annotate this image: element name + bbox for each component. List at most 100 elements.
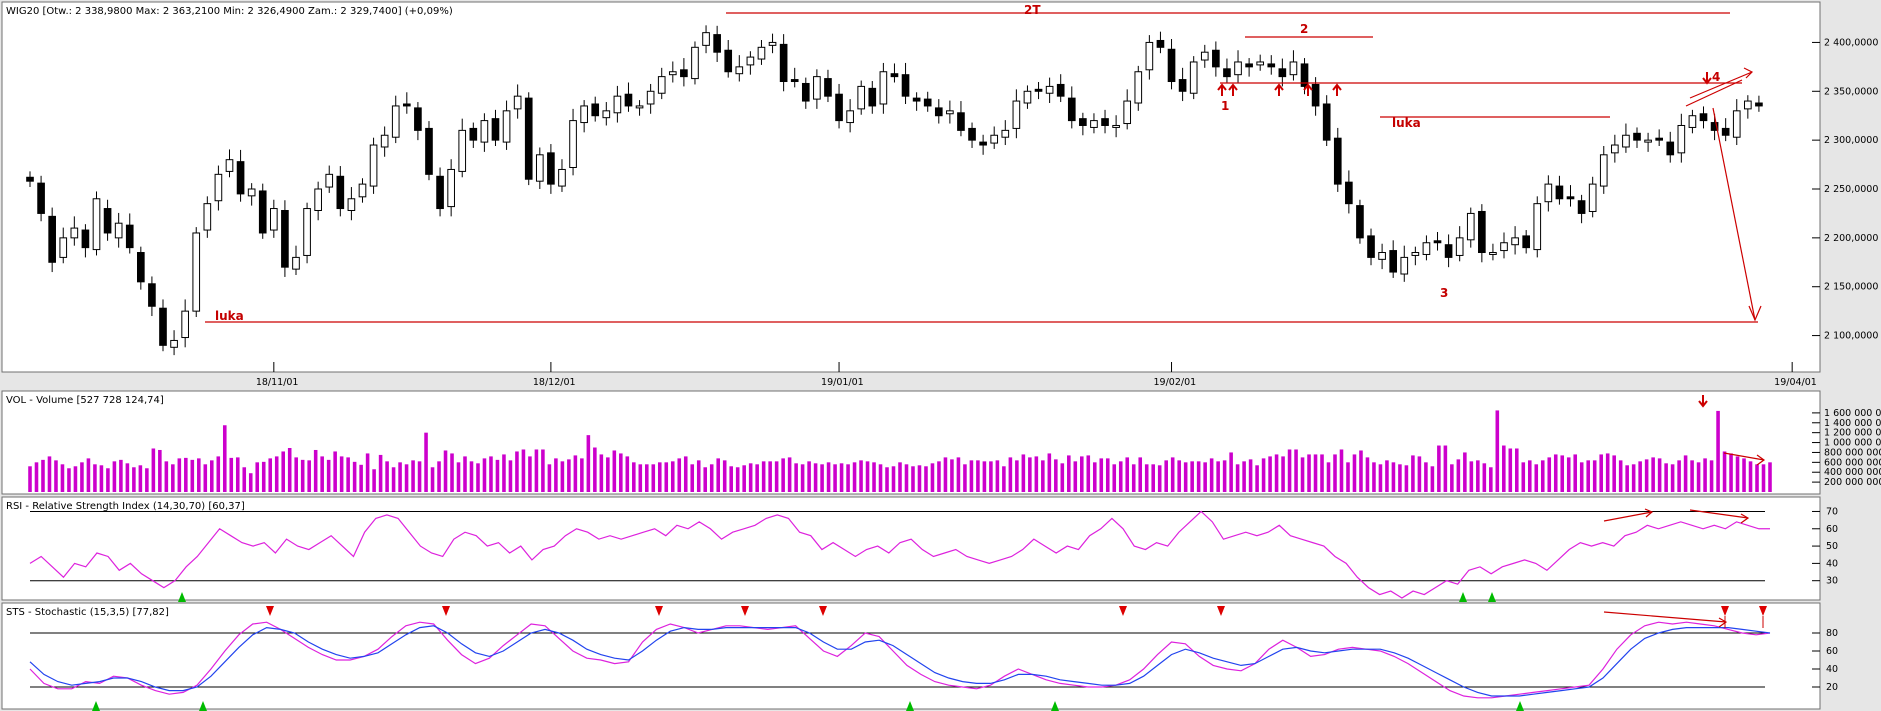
volume-bar bbox=[326, 459, 331, 492]
candle-body bbox=[757, 46, 766, 60]
volume-bar bbox=[417, 461, 422, 492]
volume-bar bbox=[1657, 458, 1662, 492]
candle-body bbox=[269, 208, 278, 231]
candle-body bbox=[1012, 100, 1021, 129]
volume-bar bbox=[1294, 449, 1298, 492]
volume-bar bbox=[248, 473, 253, 492]
volume-bar bbox=[1365, 457, 1370, 492]
target-arrow-head bbox=[1748, 305, 1762, 322]
volume-bar bbox=[800, 464, 805, 492]
volume-bar bbox=[1573, 454, 1578, 492]
volume-panel-title: VOL - Volume [527 728 124,74] bbox=[6, 395, 164, 406]
volume-bar bbox=[112, 461, 117, 492]
candle-body bbox=[1123, 100, 1132, 125]
candle-body bbox=[402, 103, 411, 107]
volume-bar bbox=[67, 468, 71, 492]
volume-bar bbox=[1326, 462, 1331, 492]
volume-bar bbox=[709, 464, 714, 492]
price-xtick-label: 19/01/01 bbox=[821, 377, 864, 388]
volume-bar bbox=[1579, 462, 1584, 492]
volume-bar bbox=[437, 461, 441, 492]
volume-bar bbox=[1722, 451, 1727, 492]
volume-bar bbox=[1144, 464, 1149, 492]
trend-line-4 bbox=[1685, 79, 1743, 107]
stochastic-ytick-label: 80 bbox=[1826, 628, 1838, 639]
volume-bar bbox=[1618, 460, 1623, 492]
down-arrow-icon bbox=[1702, 72, 1712, 85]
candle-body bbox=[624, 93, 633, 107]
volume-bar bbox=[1054, 459, 1058, 492]
candle-body bbox=[1023, 90, 1032, 104]
volume-bar bbox=[1015, 460, 1019, 492]
sell-signal-icon bbox=[266, 606, 274, 616]
volume-bar bbox=[547, 464, 552, 492]
candle-body bbox=[114, 222, 123, 239]
candle-body bbox=[1489, 252, 1497, 255]
volume-bar bbox=[1177, 460, 1181, 492]
volume-bar bbox=[1437, 445, 1441, 492]
volume-bar bbox=[1703, 458, 1707, 492]
candle-body bbox=[1189, 61, 1198, 94]
buy-signal-icon bbox=[1051, 701, 1059, 711]
volume-bar bbox=[229, 457, 234, 492]
volume-bar bbox=[664, 462, 669, 492]
candle-body bbox=[735, 66, 744, 75]
volume-bar bbox=[1683, 455, 1688, 492]
price-xtick-label: 18/12/01 bbox=[533, 377, 576, 388]
volume-bar bbox=[683, 456, 688, 492]
annotation-1: 1 bbox=[1221, 99, 1229, 113]
support-arrow-icon bbox=[1274, 83, 1284, 96]
candle-body bbox=[1178, 79, 1187, 92]
candle-body bbox=[1300, 63, 1309, 87]
volume-bar bbox=[1028, 457, 1032, 492]
volume-bar bbox=[365, 453, 370, 492]
volume-bar bbox=[1086, 455, 1091, 492]
volume-bar bbox=[1748, 461, 1753, 492]
volume-bar bbox=[1300, 457, 1305, 492]
candle-body bbox=[1478, 210, 1486, 254]
volume-bar bbox=[645, 464, 649, 492]
rsi-panel: RSI - Relative Strength Index (14,30,70)… bbox=[1, 496, 1838, 602]
candle-body bbox=[1367, 235, 1375, 258]
rsi-ytick-label: 60 bbox=[1826, 524, 1838, 535]
candle-body bbox=[668, 71, 677, 76]
volume-bar bbox=[359, 464, 363, 492]
volume-bar bbox=[197, 458, 201, 492]
volume-bar bbox=[813, 463, 818, 492]
volume-bar bbox=[696, 460, 701, 492]
volume-bar bbox=[1092, 462, 1097, 492]
candle-body bbox=[70, 227, 79, 239]
volume-bar bbox=[1138, 457, 1143, 492]
volume-bar bbox=[60, 464, 65, 492]
support-arrow-icon bbox=[1228, 83, 1238, 96]
candle-body bbox=[968, 127, 976, 141]
volume-bar bbox=[398, 462, 402, 492]
volume-bar bbox=[917, 465, 922, 492]
candle-body bbox=[469, 127, 478, 141]
volume-bar bbox=[1034, 456, 1039, 492]
annotation-2t: 2T bbox=[1024, 3, 1041, 17]
candle-body bbox=[1090, 120, 1098, 128]
volume-bar bbox=[482, 458, 487, 492]
candle-body bbox=[779, 43, 788, 83]
candle-body bbox=[314, 188, 322, 211]
candle-body bbox=[990, 134, 999, 144]
volume-bar bbox=[554, 458, 558, 492]
candle-body bbox=[1699, 113, 1708, 122]
candle-body bbox=[824, 78, 832, 97]
volume-bar bbox=[1411, 455, 1415, 492]
sell-signal-icon bbox=[655, 606, 663, 616]
candle-body bbox=[1744, 100, 1752, 110]
volume-bar bbox=[690, 464, 695, 492]
sell-signal-icon bbox=[442, 606, 450, 616]
volume-ytick-label: 400 000 000 bbox=[1824, 467, 1881, 478]
volume-bar bbox=[541, 449, 545, 492]
candle-body bbox=[1200, 51, 1209, 61]
stochastic-ytick-label: 40 bbox=[1826, 664, 1838, 675]
candle-body bbox=[247, 188, 256, 197]
volume-bar bbox=[1105, 458, 1110, 492]
volume-bar bbox=[1073, 461, 1078, 492]
volume-bar bbox=[333, 451, 337, 492]
candle-body bbox=[1555, 185, 1564, 200]
